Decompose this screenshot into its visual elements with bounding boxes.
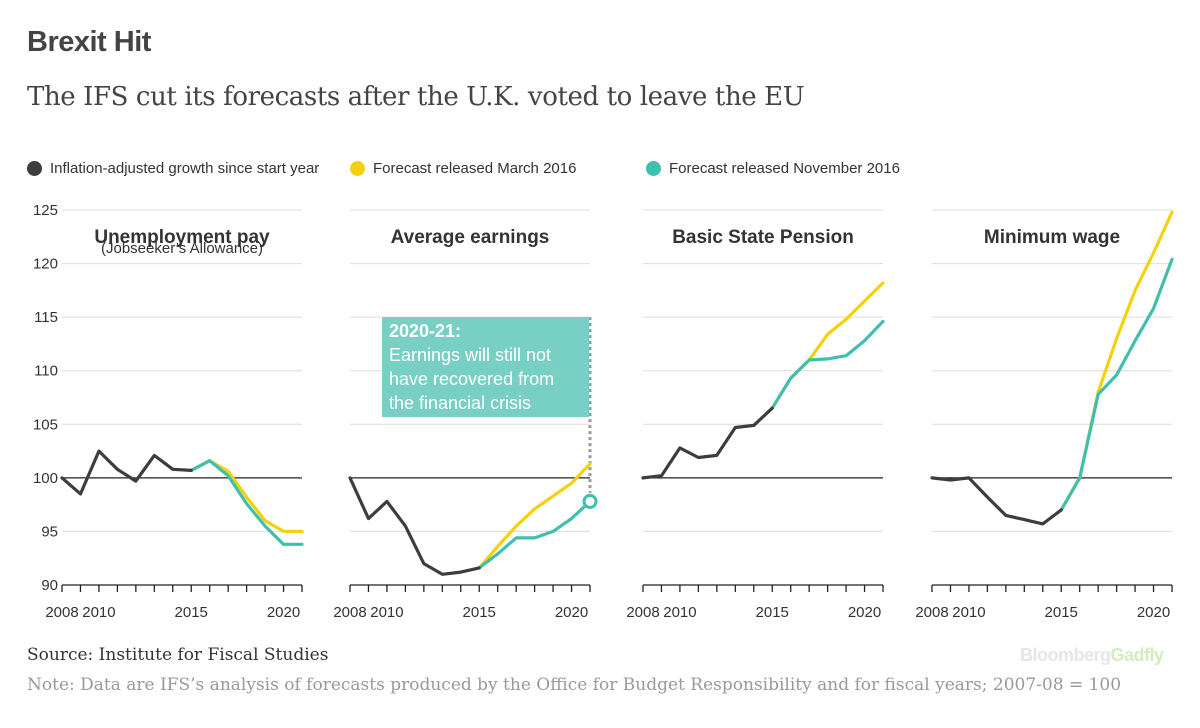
- x-tick-label: 2015: [1045, 604, 1078, 621]
- series-line-november: [477, 499, 592, 570]
- x-tick-label: 2020: [848, 604, 881, 621]
- legend-label-history: Inflation-adjusted growth since start ye…: [50, 160, 320, 177]
- panel-1: 2008 2010 2015 2020 Unemployment pay(Jobseek…: [45, 209, 304, 621]
- legend-item-march: Forecast released March 2016: [350, 160, 576, 177]
- panel-3: 2008 2010 2015 2020 Basic State Pension: [626, 209, 885, 621]
- x-tick-label: 2010: [370, 604, 403, 621]
- chart-title: Brexit Hit: [27, 26, 151, 58]
- callout-box: [382, 317, 589, 417]
- x-tick-label: 2020: [555, 604, 588, 621]
- source-note: Source: Institute for Fiscal Studies: [27, 645, 329, 665]
- x-tick-label: 2020: [267, 604, 300, 621]
- x-tick-label: 2008: [915, 604, 948, 621]
- x-tick-label: 2010: [82, 604, 115, 621]
- brand-part-2: Gadfly: [1110, 645, 1165, 665]
- panel-title: Average earnings: [391, 227, 550, 248]
- series-line-march: [477, 462, 592, 570]
- callout-title: 2020-21:: [389, 321, 461, 341]
- legend: Inflation-adjusted growth since start ye…: [27, 160, 1177, 184]
- series-line-history: [348, 476, 481, 576]
- legend-swatch-history: [27, 161, 42, 176]
- panel-title: Unemployment pay: [94, 227, 270, 248]
- legend-label-november: Forecast released November 2016: [669, 160, 900, 177]
- brand-logo: BloombergGadfly: [1020, 645, 1164, 666]
- y-tick-label: 110: [34, 363, 58, 380]
- panel-subtitle: (Jobseeker’s Allowance): [101, 240, 263, 257]
- legend-item-november: Forecast released November 2016: [646, 160, 900, 177]
- legend-item-history: Inflation-adjusted growth since start ye…: [27, 160, 319, 177]
- panel-4: 2008 2010 2015 2020 Minimum wage: [915, 209, 1174, 621]
- x-tick-label: 2008: [45, 604, 78, 621]
- callout-text: have recovered from: [389, 369, 554, 389]
- series-line-march: [189, 459, 304, 533]
- legend-label-march: Forecast released March 2016: [373, 160, 577, 177]
- series-line-history: [641, 406, 774, 480]
- callout-text: Earnings will still not: [389, 345, 551, 365]
- x-tick-label: 2015: [175, 604, 208, 621]
- x-tick-label: 2008: [626, 604, 659, 621]
- panel-title: Minimum wage: [984, 227, 1120, 248]
- x-tick-label: 2010: [952, 604, 985, 621]
- y-tick-label: 125: [33, 202, 58, 219]
- legend-swatch-march: [350, 161, 365, 176]
- y-tick-label: 120: [33, 256, 58, 273]
- callout-text: the financial crisis: [389, 393, 531, 413]
- y-tick-label: 95: [41, 523, 58, 540]
- endpoint-marker: [582, 493, 598, 509]
- x-tick-label: 2008: [333, 604, 366, 621]
- series-line-march: [1059, 210, 1174, 512]
- brand-part-1: Bloomberg: [1020, 645, 1111, 665]
- series-line-november: [770, 319, 885, 410]
- series-line-history: [60, 449, 193, 496]
- panel-2: 2008 2010 2015 2020 2020-21: Earnings will st…: [333, 209, 598, 621]
- footnote: Note: Data are IFS’s analysis of forecas…: [27, 675, 1122, 695]
- series-line-november: [189, 459, 304, 546]
- legend-swatch-november: [646, 161, 661, 176]
- series-line-november: [1059, 257, 1174, 512]
- y-tick-label: 100: [33, 470, 58, 487]
- series-line-history: [930, 476, 1063, 526]
- series-line-march: [770, 281, 885, 410]
- y-tick-label: 115: [34, 309, 58, 326]
- x-tick-label: 2020: [1137, 604, 1170, 621]
- x-tick-label: 2015: [463, 604, 496, 621]
- y-tick-label: 105: [33, 416, 58, 433]
- y-tick-label: 90: [41, 577, 58, 594]
- x-tick-label: 2010: [663, 604, 696, 621]
- panel-title: Basic State Pension: [672, 227, 854, 248]
- chart-subtitle: The IFS cut its forecasts after the U.K.…: [27, 82, 805, 112]
- x-tick-label: 2015: [756, 604, 789, 621]
